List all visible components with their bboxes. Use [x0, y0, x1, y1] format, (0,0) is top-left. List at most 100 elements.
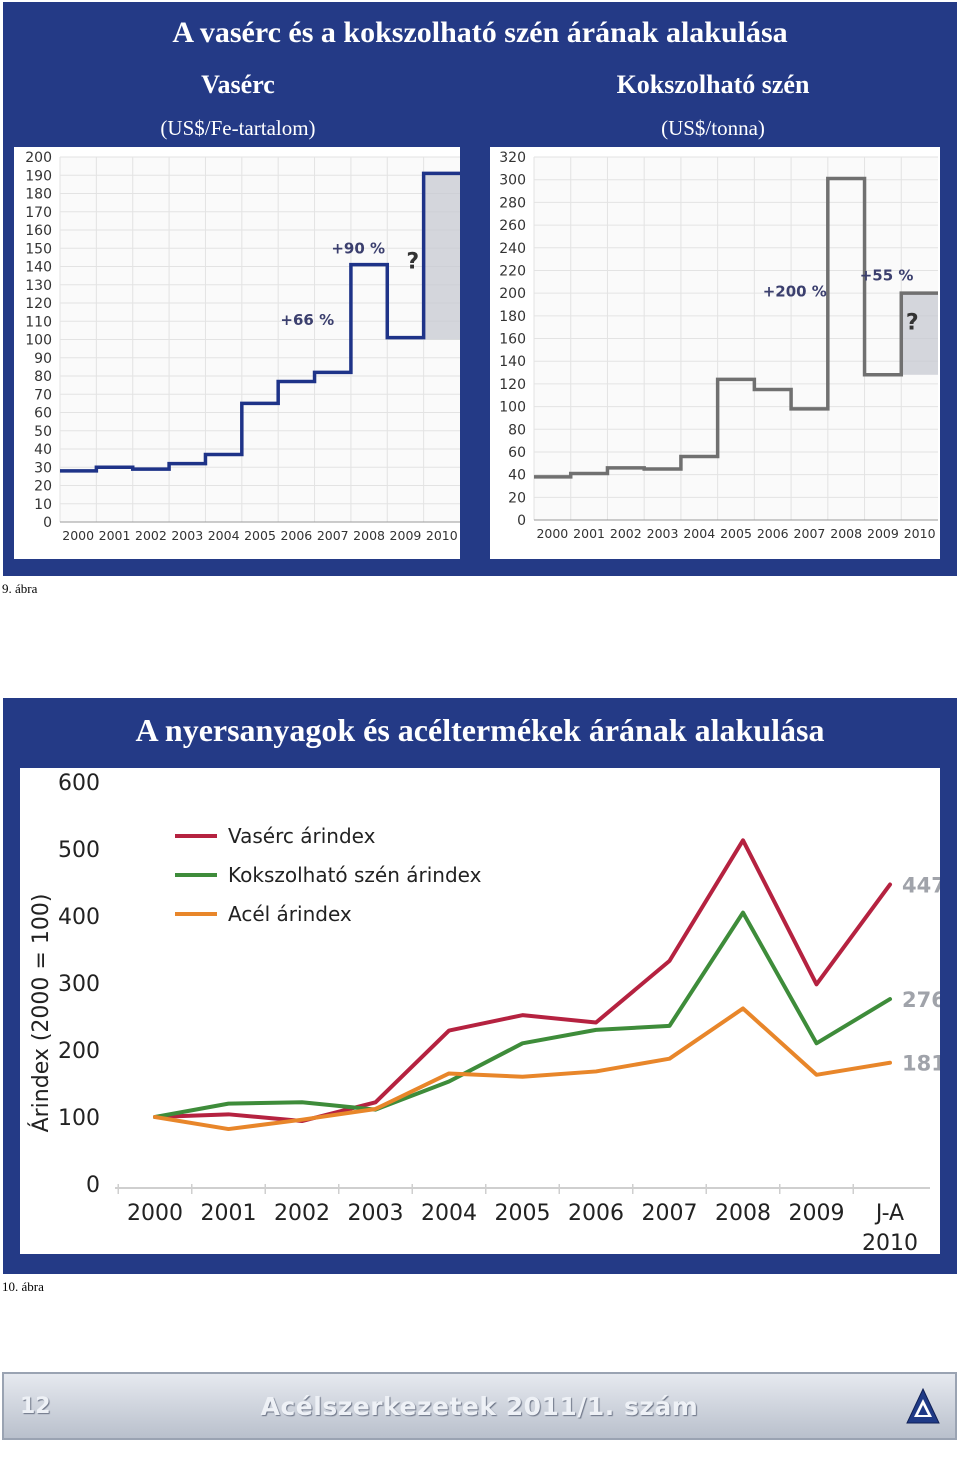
- figure10-title: A nyersanyagok és acéltermékek árának al…: [135, 712, 825, 748]
- coal-x-tick-label: 2002: [610, 526, 642, 541]
- iron-ore-annotation: +66 %: [280, 311, 334, 329]
- coal-x-tick-label: 2007: [794, 526, 826, 541]
- index-x-tick-label: 2001: [201, 1201, 257, 1226]
- iron-ore-y-tick-label: 80: [34, 369, 52, 385]
- figure9-title: A vasérc és a kokszolható szén árának al…: [172, 16, 788, 49]
- index-x-tick-label: 2004: [421, 1201, 477, 1226]
- iron-ore-y-tick-label: 180: [25, 187, 52, 203]
- coal-x-tick-label: 2006: [757, 526, 789, 541]
- index-y-tick-label: 100: [58, 1106, 100, 1131]
- iron-ore-x-tick-label: 2008: [353, 528, 385, 543]
- coal-y-tick-label: 320: [499, 150, 526, 166]
- iron-ore-x-tick-label: 2003: [171, 528, 203, 543]
- figure10-panel: A nyersanyagok és acéltermékek árának al…: [3, 698, 957, 1274]
- coal-annotation: +55 %: [860, 267, 914, 285]
- index-series-line: [153, 1006, 892, 1132]
- figure9-caption: 9. ábra: [2, 581, 38, 596]
- coal-y-tick-label: 0: [517, 513, 526, 529]
- index-y-axis-label: Árindex (2000 = 100): [28, 894, 54, 1133]
- triangle-logo-icon: [906, 1387, 940, 1424]
- iron-ore-y-tick-label: 90: [34, 351, 52, 367]
- index-series-line: [153, 910, 892, 1119]
- page-footer: 12 Acélszerkezetek 2011/1. szám: [2, 1372, 957, 1440]
- coal-y-tick-label: 20: [508, 490, 526, 506]
- coal-x-tick-label: 2003: [647, 526, 679, 541]
- coal-x-tick-label: 2009: [867, 526, 899, 541]
- iron-ore-x-tick-label: 2005: [244, 528, 276, 543]
- index-x-tick-label: 2009: [789, 1201, 845, 1226]
- iron-ore-y-tick-label: 40: [34, 442, 52, 458]
- iron-ore-y-tick-label: 10: [34, 497, 52, 513]
- coal-step-line: [534, 176, 938, 479]
- coal-chart: 0 20 40 60 80 100 120 140 160 180 200 220 240 260 280 3…: [490, 147, 940, 559]
- iron-ore-x-tick-label: 2002: [135, 528, 167, 543]
- coal-y-tick-label: 120: [499, 377, 526, 393]
- index-y-tick-label: 300: [58, 972, 100, 997]
- index-x-tick-label: 2008: [715, 1201, 771, 1226]
- index-x-tick-label: 2006: [568, 1201, 624, 1226]
- iron-ore-x-tick-label: 2004: [208, 528, 240, 543]
- index-y-tick-label: 600: [58, 771, 100, 796]
- iron-ore-y-tick-label: 120: [25, 296, 52, 312]
- price-index-chart-svg: Árindex (2000 = 100) 0 100 200 300 400 500 600 2…: [28, 771, 946, 1256]
- index-y-tick-label: 200: [58, 1039, 100, 1064]
- index-x-tick-label: 2005: [495, 1201, 551, 1226]
- iron-ore-chart-svg: 0 10 20 30 40 50 60 70 80 90 100 110 120 130 140 150 160…: [25, 150, 460, 543]
- iron-ore-x-tick-label: 2000: [62, 528, 94, 543]
- iron-ore-y-tick-label: 30: [34, 460, 52, 476]
- iron-ore-x-tick-label: 2006: [280, 528, 312, 543]
- coal-y-tick-label: 180: [499, 309, 526, 325]
- index-y-tick-label: 400: [58, 905, 100, 930]
- iron-ore-y-tick-label: 160: [25, 223, 52, 239]
- iron-ore-y-tick-label: 150: [25, 241, 52, 257]
- index-series-line: [153, 838, 892, 1124]
- coal-annotation: ?: [906, 310, 919, 335]
- iron-ore-y-tick-label: 70: [34, 387, 52, 403]
- iron-ore-x-tick-label: 2001: [99, 528, 131, 543]
- index-x-tick-label: 2000: [127, 1201, 183, 1226]
- iron-ore-y-tick-label: 170: [25, 205, 52, 221]
- coal-y-tick-label: 280: [499, 195, 526, 211]
- index-end-value-label: 181: [902, 1052, 940, 1076]
- iron-ore-chart-title: Vasérc: [201, 70, 275, 99]
- index-x-tick-label: 2003: [348, 1201, 404, 1226]
- index-legend-label: Vasérc árindex: [228, 824, 376, 848]
- index-end-value-label: 447: [902, 874, 940, 898]
- iron-ore-y-tick-label: 0: [43, 515, 52, 531]
- coal-y-tick-label: 160: [499, 332, 526, 348]
- coal-x-tick-label: 2001: [573, 526, 605, 541]
- coal-y-tick-label: 200: [499, 286, 526, 302]
- iron-ore-y-tick-label: 60: [34, 406, 52, 422]
- coal-x-tick-label: 2010: [904, 526, 936, 541]
- index-y-tick-label: 500: [58, 838, 100, 863]
- iron-ore-chart-subtitle: (US$/Fe-tartalom): [160, 116, 316, 140]
- coal-chart-subtitle: (US$/tonna): [661, 116, 765, 140]
- index-x-tick-label: 2007: [642, 1201, 698, 1226]
- coal-y-tick-label: 80: [508, 422, 526, 438]
- page-number: 12: [20, 1394, 51, 1419]
- iron-ore-x-tick-label: 2007: [317, 528, 349, 543]
- iron-ore-annotation: ?: [406, 249, 419, 274]
- coal-y-tick-label: 60: [508, 445, 526, 461]
- coal-y-tick-label: 300: [499, 173, 526, 189]
- index-x-tick-label: 2010: [862, 1231, 918, 1254]
- figure9-panel: A vasérc és a kokszolható szén árának al…: [3, 2, 957, 576]
- index-end-value-label: 276: [902, 988, 940, 1012]
- iron-ore-y-tick-label: 50: [34, 424, 52, 440]
- iron-ore-x-tick-label: 2010: [426, 528, 458, 543]
- coal-y-tick-label: 100: [499, 400, 526, 416]
- coal-chart-title: Kokszolható szén: [616, 70, 810, 99]
- coal-y-tick-label: 140: [499, 354, 526, 370]
- coal-chart-svg: 0 20 40 60 80 100 120 140 160 180 200 220 240 260 280 3…: [499, 150, 938, 541]
- iron-ore-y-tick-label: 110: [25, 314, 52, 330]
- coal-y-tick-label: 220: [499, 263, 526, 279]
- coal-x-tick-label: 2000: [536, 526, 568, 541]
- coal-x-tick-label: 2004: [683, 526, 715, 541]
- index-x-tick-label: 2002: [274, 1201, 330, 1226]
- iron-ore-forecast-band: [423, 173, 460, 340]
- iron-ore-annotation: +90 %: [331, 240, 385, 258]
- coal-y-tick-label: 40: [508, 468, 526, 484]
- iron-ore-x-tick-label: 2009: [390, 528, 422, 543]
- coal-forecast-band: [901, 293, 938, 375]
- iron-ore-y-tick-label: 190: [25, 168, 52, 184]
